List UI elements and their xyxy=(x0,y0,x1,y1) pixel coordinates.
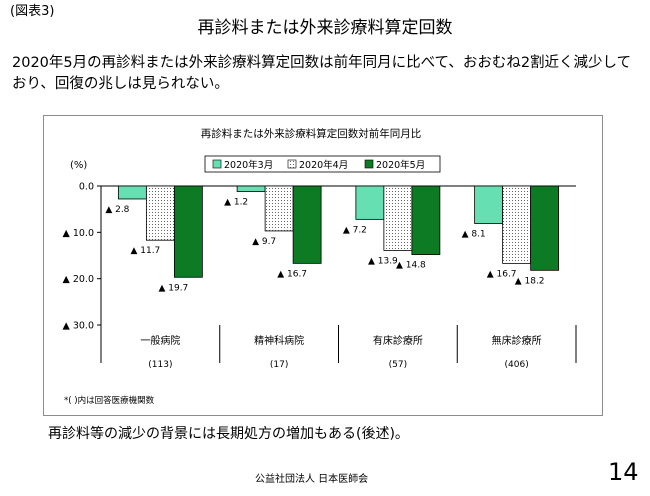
y-tick-label: ▲ 10.0 xyxy=(63,228,94,239)
bar xyxy=(474,185,504,224)
legend-entry: 2020年4月 xyxy=(299,159,348,171)
data-label: ▲ 16.7 xyxy=(487,269,517,279)
y-axis-unit: (%) xyxy=(70,160,87,171)
data-label: ▲ 1.2 xyxy=(224,198,248,208)
y-tick-label: ▲ 20.0 xyxy=(63,274,94,285)
lead-text: 2020年5月の再診料または外来診療料算定回数は前年同月に比べて、おおむね2割近… xyxy=(12,55,632,92)
bar xyxy=(264,185,294,232)
bar xyxy=(530,185,560,271)
bar xyxy=(383,185,413,251)
y-tick-label: 0.0 xyxy=(79,182,94,193)
bar xyxy=(411,185,441,255)
page-number: 14 xyxy=(608,458,639,486)
bar xyxy=(502,185,532,264)
bar-chart: 再診料または外来診療料算定回数対前年同月比 (%) 2020年3月 2020年4月… xyxy=(63,127,577,406)
category-label: 無床診療所 xyxy=(492,334,542,347)
category-count: (17) xyxy=(270,360,288,370)
data-label: ▲ 8.1 xyxy=(462,230,486,240)
data-label: ▲ 18.2 xyxy=(515,276,545,286)
data-label: ▲ 13.9 xyxy=(368,256,398,266)
category-label: 精神科病院 xyxy=(254,334,304,347)
bar xyxy=(173,185,203,278)
legend-entry: 2020年5月 xyxy=(376,159,425,171)
bar xyxy=(355,185,385,220)
data-label: ▲ 11.7 xyxy=(130,246,160,256)
legend-entry: 2020年3月 xyxy=(224,159,273,171)
legend-box xyxy=(204,155,441,173)
chart-frame: 再診料または外来診療料算定回数対前年同月比 (%) 2020年3月 2020年4月… xyxy=(43,115,603,416)
bottom-note: 再診料等の減少の背景には長期処方の増加もある(後述)。 xyxy=(48,426,409,442)
category-label: 有床診療所 xyxy=(373,334,423,347)
legend-swatch xyxy=(287,159,297,169)
chart-legend: 2020年3月 2020年4月 2020年5月 xyxy=(204,155,441,173)
data-label: ▲ 19.7 xyxy=(158,283,188,293)
category-count: (57) xyxy=(389,360,407,370)
figure-label: (図表3) xyxy=(10,4,55,19)
slide-title: 再診料または外来診療料算定回数 xyxy=(197,18,453,38)
data-label: ▲ 2.8 xyxy=(105,205,129,215)
chart-title: 再診料または外来診療料算定回数対前年同月比 xyxy=(201,127,422,140)
bar xyxy=(292,185,322,264)
category-count: (113) xyxy=(148,360,172,370)
bar xyxy=(145,185,175,241)
data-label: ▲ 7.2 xyxy=(343,225,367,235)
footer-organization: 公益社団法人 日本医師会 xyxy=(255,474,369,485)
legend-swatch xyxy=(364,159,374,169)
category-label: 一般病院 xyxy=(140,334,180,347)
category-count: (406) xyxy=(505,360,529,370)
plot-area: 0.0 ▲ 10.0 ▲ 20.0 ▲ 30.0 ▲ 2.8 ▲ 1.2 ▲ 7.2 ▲ 8.… xyxy=(63,182,577,370)
data-label: ▲ 14.8 xyxy=(396,261,426,271)
data-label: ▲ 16.7 xyxy=(277,269,307,279)
data-label: ▲ 9.7 xyxy=(252,237,276,247)
legend-swatch xyxy=(212,159,222,169)
chart-footnote: *( )内は回答医療機関数 xyxy=(64,395,155,406)
y-tick-label: ▲ 30.0 xyxy=(63,321,94,332)
bar xyxy=(117,185,147,200)
bar xyxy=(236,185,266,192)
